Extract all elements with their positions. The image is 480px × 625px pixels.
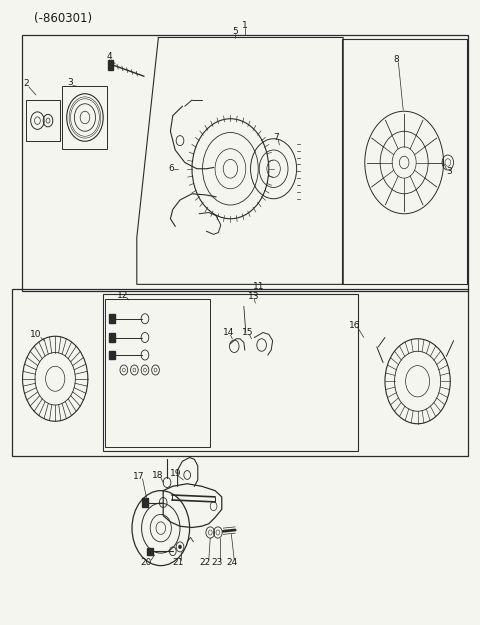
Text: 20: 20 xyxy=(141,558,152,567)
Text: 12: 12 xyxy=(117,291,129,299)
Bar xyxy=(26,100,60,141)
Text: 17: 17 xyxy=(133,472,145,481)
Text: 16: 16 xyxy=(348,321,360,329)
Text: 15: 15 xyxy=(242,328,254,337)
Bar xyxy=(105,299,210,447)
Text: 4: 4 xyxy=(107,52,112,61)
Polygon shape xyxy=(109,351,115,359)
Bar xyxy=(12,289,468,456)
Text: 18: 18 xyxy=(152,471,163,479)
Text: 21: 21 xyxy=(172,558,183,567)
Text: 24: 24 xyxy=(227,558,238,567)
Polygon shape xyxy=(109,314,115,323)
Bar xyxy=(103,294,358,451)
Polygon shape xyxy=(147,548,153,555)
Text: 8: 8 xyxy=(393,55,399,64)
Text: 19: 19 xyxy=(170,469,181,478)
Text: 14: 14 xyxy=(223,328,234,337)
Polygon shape xyxy=(108,60,113,70)
Text: 5: 5 xyxy=(232,27,238,36)
Text: 1: 1 xyxy=(242,21,248,29)
Text: 22: 22 xyxy=(200,558,211,567)
Text: 10: 10 xyxy=(30,330,42,339)
Text: 7: 7 xyxy=(274,133,279,142)
Text: 11: 11 xyxy=(253,282,265,291)
Circle shape xyxy=(179,545,181,549)
Text: 13: 13 xyxy=(248,292,259,301)
Text: (-860301): (-860301) xyxy=(34,12,92,25)
Text: 6: 6 xyxy=(168,164,174,173)
Bar xyxy=(62,86,107,149)
Polygon shape xyxy=(109,333,115,342)
Text: 23: 23 xyxy=(212,558,223,567)
Polygon shape xyxy=(142,498,148,507)
Text: 3: 3 xyxy=(68,78,73,87)
Bar xyxy=(342,39,467,284)
Text: 3: 3 xyxy=(446,168,452,176)
Bar xyxy=(22,35,468,291)
Text: 2: 2 xyxy=(24,79,29,88)
